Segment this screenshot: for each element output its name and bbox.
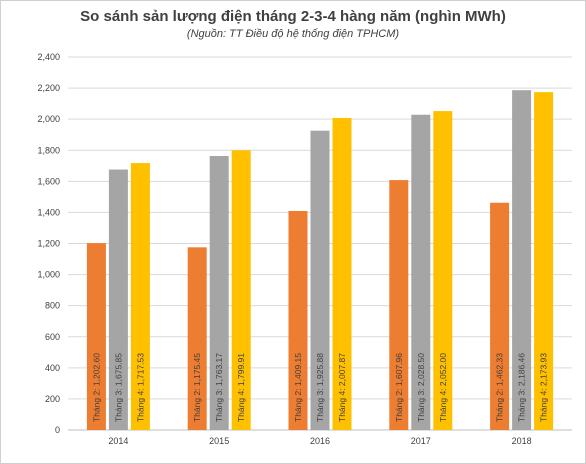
- x-tick-label: 2014: [108, 436, 128, 446]
- bar-data-label: Tháng 2: 1,175.45: [192, 353, 202, 422]
- bar-data-label: Tháng 2: 1,409.15: [293, 353, 303, 422]
- bar-data-label: Tháng 4: 2,007.87: [337, 353, 347, 422]
- bar-data-label: Tháng 3: 1,675.85: [113, 353, 123, 422]
- bar-data-label: Tháng 3: 2,028.50: [416, 353, 426, 422]
- bar-data-label: Tháng 3: 2,186.46: [517, 353, 527, 422]
- bar-data-label: Tháng 3: 1,925.88: [315, 353, 325, 422]
- bar: [108, 169, 128, 430]
- y-tick-label: 0: [55, 425, 60, 435]
- x-tick-label: 2015: [209, 436, 229, 446]
- bar-data-label: Tháng 3: 1,763.17: [214, 353, 224, 422]
- bar-data-label: Tháng 2: 1,202.60: [91, 353, 101, 422]
- y-tick-label: 200: [45, 394, 60, 404]
- x-tick-label: 2018: [512, 436, 532, 446]
- y-tick-label: 2,000: [37, 114, 60, 124]
- y-tick-label: 1,000: [37, 270, 60, 280]
- bar: [534, 92, 554, 431]
- bar: [209, 155, 229, 430]
- bar: [130, 163, 150, 431]
- bar: [231, 150, 251, 431]
- y-tick-label: 600: [45, 332, 60, 342]
- bar-data-label: Tháng 4: 2,173.93: [539, 353, 549, 422]
- chart-title: So sánh sản lượng điện tháng 2-3-4 hàng …: [80, 8, 506, 25]
- y-tick-label: 2,400: [37, 52, 60, 62]
- bar-data-label: Tháng 4: 1,717.53: [135, 353, 145, 422]
- bar: [288, 210, 308, 430]
- x-tick-label: 2017: [411, 436, 431, 446]
- y-tick-label: 2,200: [37, 83, 60, 93]
- bar-data-label: Tháng 2: 1,607.96: [394, 353, 404, 422]
- bar: [389, 180, 409, 430]
- chart-subtitle: (Nguồn: TT Điều độ hệ thống điện TPHCM): [186, 28, 400, 40]
- bar-data-label: Tháng 4: 2,052.00: [438, 353, 448, 422]
- bar: [187, 247, 207, 430]
- bar: [86, 243, 106, 430]
- bar-data-label: Tháng 4: 1,799.91: [236, 353, 246, 422]
- x-tick-label: 2016: [310, 436, 330, 446]
- bar: [310, 130, 330, 430]
- bar: [332, 117, 352, 430]
- bar: [490, 202, 510, 430]
- bar: [411, 114, 431, 430]
- y-tick-label: 400: [45, 363, 60, 373]
- y-tick-label: 1,800: [37, 145, 60, 155]
- y-tick-label: 1,600: [37, 176, 60, 186]
- y-tick-label: 1,200: [37, 239, 60, 249]
- bar: [433, 111, 453, 431]
- bar: [512, 90, 532, 430]
- bar-data-label: Tháng 2: 1,462.33: [495, 353, 505, 422]
- y-tick-label: 1,400: [37, 207, 60, 217]
- y-tick-label: 800: [45, 301, 60, 311]
